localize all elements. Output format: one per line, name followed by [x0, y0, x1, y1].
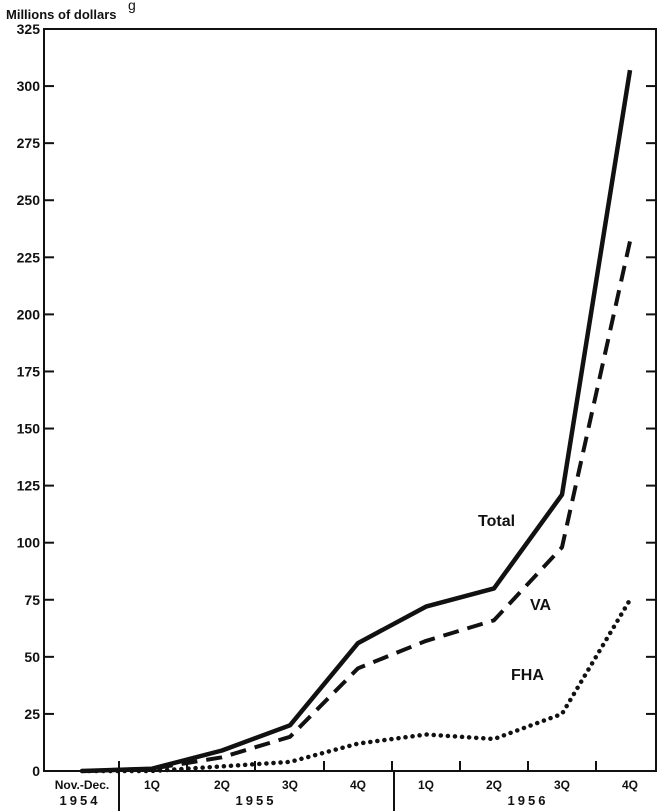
- y-tick-label: 100: [17, 535, 41, 551]
- y-tick-label: 175: [17, 363, 41, 379]
- series-lines: [79, 69, 633, 774]
- plot-frame: [43, 28, 657, 772]
- y-tick-label: 275: [17, 135, 41, 151]
- y-tick-label: 0: [32, 763, 40, 779]
- y-tick-label: 25: [24, 706, 40, 722]
- y-tick-label: 250: [17, 192, 41, 208]
- x-axis: [118, 761, 597, 811]
- chart-title-fragment: g: [128, 0, 136, 13]
- y-tick-label: 150: [17, 421, 41, 437]
- x-tick-label: Nov.-Dec.: [55, 778, 109, 792]
- x-tick-label: 2Q: [214, 778, 230, 792]
- series-line-total: [81, 69, 633, 774]
- year-label: 1955: [236, 793, 277, 808]
- series-label-va: VA: [530, 597, 551, 614]
- year-label: 1956: [508, 793, 549, 808]
- series-label-fha: FHA: [511, 667, 544, 684]
- y-axis-label: Millions of dollars: [6, 7, 117, 22]
- series-label-total: Total: [478, 513, 515, 530]
- y-tick-label: 50: [24, 649, 40, 665]
- x-tick-label: 3Q: [282, 778, 298, 792]
- y-tick-label: 300: [17, 78, 41, 94]
- x-tick-label: 3Q: [554, 778, 570, 792]
- y-tick-label: 125: [17, 478, 41, 494]
- y-tick-label: 225: [17, 249, 41, 265]
- y-tick-label: 325: [17, 21, 41, 37]
- year-label: 1954: [60, 793, 101, 808]
- y-tick-label: 75: [24, 592, 40, 608]
- x-tick-label: 1Q: [418, 778, 434, 792]
- x-tick-label: 1Q: [144, 778, 160, 792]
- x-axis-labels: Nov.-Dec. 1Q 2Q 3Q 4Q 1Q 2Q 3Q 4Q 1954 1955 1956: [55, 778, 638, 808]
- series-line-fha: [79, 597, 633, 774]
- x-tick-label: 4Q: [350, 778, 366, 792]
- y-tick-label: 200: [17, 306, 41, 322]
- x-tick-label: 4Q: [622, 778, 638, 792]
- x-tick-label: 2Q: [486, 778, 502, 792]
- series-line-va: [81, 240, 632, 773]
- y-axis: 0 25 50 75 100 125 150 175 200 225 250 275 300 325: [17, 21, 656, 779]
